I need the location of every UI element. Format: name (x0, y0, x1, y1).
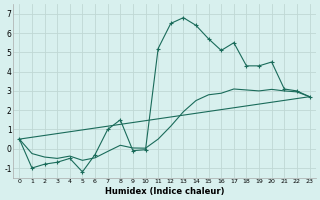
X-axis label: Humidex (Indice chaleur): Humidex (Indice chaleur) (105, 187, 224, 196)
